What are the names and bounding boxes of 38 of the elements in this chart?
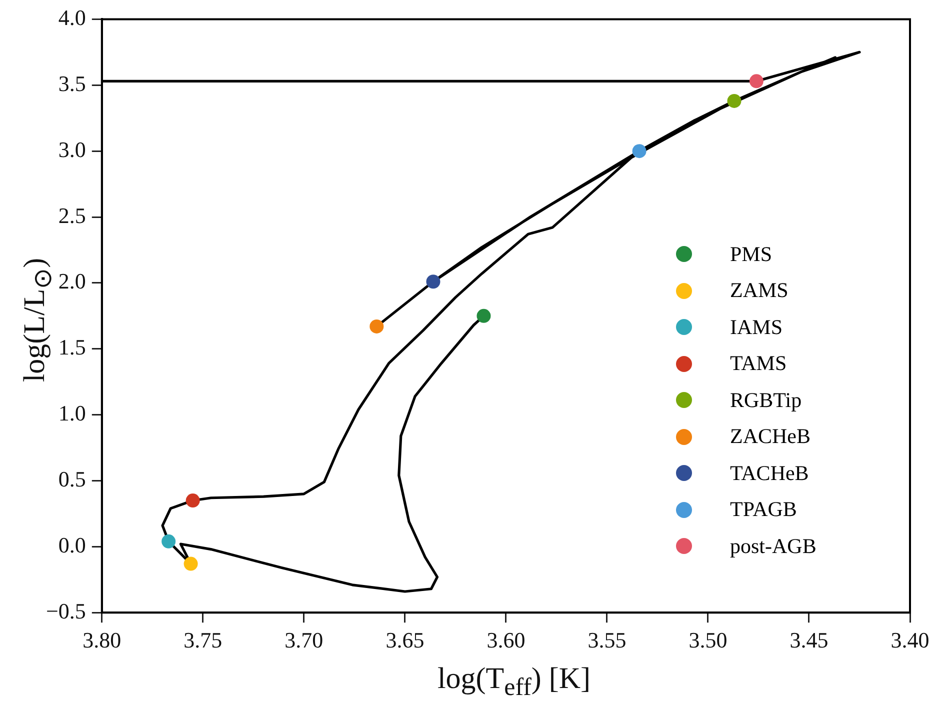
x-tick-label: 3.40 [890,628,930,653]
y-tick-label: 2.5 [58,202,86,228]
x-tick-label: 3.75 [184,628,222,653]
point [370,319,384,334]
legend-label: ZACHeB [730,424,810,450]
y-tick-label: −0.5 [46,598,86,624]
point [186,494,200,508]
x-tick-label: 3.45 [790,628,828,653]
y-tick-label: 0.0 [58,532,86,558]
point [162,534,176,548]
legend-label: IAMS [730,314,783,340]
legend-label: post-AGB [730,534,816,559]
point [632,144,646,158]
point [426,274,440,289]
legend-label: PMS [730,242,772,267]
x-tick-label: 3.65 [386,628,424,653]
point [476,308,491,323]
y-tick-label: 4.0 [58,4,86,30]
legend-label: ZAMS [730,278,788,304]
y-tick-label: 2.0 [58,268,86,294]
point [749,74,764,88]
legend-label: RGBTip [730,388,802,413]
legend-label: TPAGB [730,497,797,522]
point [184,556,198,571]
y-tick-label: 3.0 [58,136,86,162]
x-axis-title: log(T$_{eff}$) [K] [436,662,592,702]
y-tick-label: 3.5 [58,70,86,96]
y-tick-label: 1.5 [58,334,86,360]
y-tick-label: 1.0 [58,400,86,426]
x-tick-label: 3.60 [486,628,526,653]
point [727,94,742,108]
x-tick-label: 3.50 [688,628,728,653]
x-tick-label: 3.55 [588,628,626,653]
legend-label: TAMS [730,351,787,376]
x-tick-label: 3.70 [284,628,324,653]
legend-label: TACHeB [730,460,809,486]
y-tick-label: 0.5 [58,466,86,492]
x-tick-label: 3.80 [82,628,122,653]
